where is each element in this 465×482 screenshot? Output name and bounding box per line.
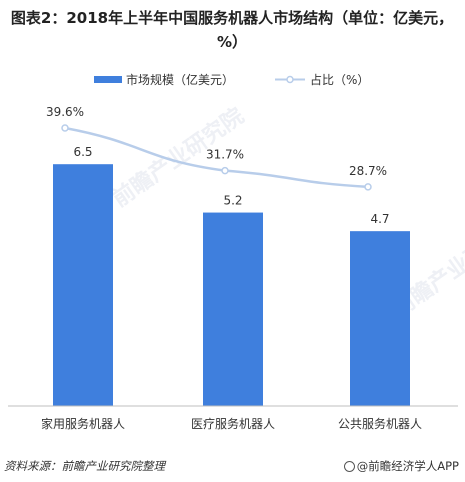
line-series: 39.6% 31.7% 28.7% bbox=[46, 105, 387, 191]
bar bbox=[350, 231, 410, 406]
share-point bbox=[61, 124, 69, 132]
legend: 市场规模（亿美元） 占比（%） bbox=[94, 72, 369, 87]
legend-swatch-bar bbox=[94, 76, 122, 83]
bar bbox=[53, 164, 113, 406]
bar-series: 6.5 5.2 4.7 bbox=[53, 145, 410, 406]
x-tick-labels: 家用服务机器人 医疗服务机器人 公共服务机器人 bbox=[41, 416, 422, 431]
share-value-label: 31.7% bbox=[206, 148, 244, 162]
x-tick-label: 家用服务机器人 bbox=[41, 416, 125, 431]
brand-text: @前瞻经济学人APP bbox=[356, 459, 459, 473]
source-note: 资料来源：前瞻产业研究院整理 bbox=[4, 459, 165, 473]
chart-title: 图表2：2018年上半年中国服务机器人市场结构（单位：亿美元，%） bbox=[10, 9, 454, 51]
share-value-label: 39.6% bbox=[46, 105, 84, 119]
x-tick-label: 医疗服务机器人 bbox=[191, 416, 275, 431]
legend-label-line: 占比（%） bbox=[310, 72, 369, 87]
bar-value-label: 5.2 bbox=[223, 194, 242, 208]
bar bbox=[203, 212, 263, 406]
share-value-label: 28.7% bbox=[349, 164, 387, 178]
x-tick-label: 公共服务机器人 bbox=[338, 416, 422, 431]
brand-logo-icon bbox=[343, 461, 355, 472]
bar-value-label: 4.7 bbox=[370, 212, 389, 226]
legend-swatch-marker bbox=[286, 75, 294, 84]
share-point bbox=[364, 183, 372, 191]
legend-label-bar: 市场规模（亿美元） bbox=[126, 72, 234, 87]
brand-note: @前瞻经济学人APP bbox=[343, 458, 459, 474]
share-point bbox=[221, 166, 229, 175]
bar-value-label: 6.5 bbox=[73, 145, 92, 159]
